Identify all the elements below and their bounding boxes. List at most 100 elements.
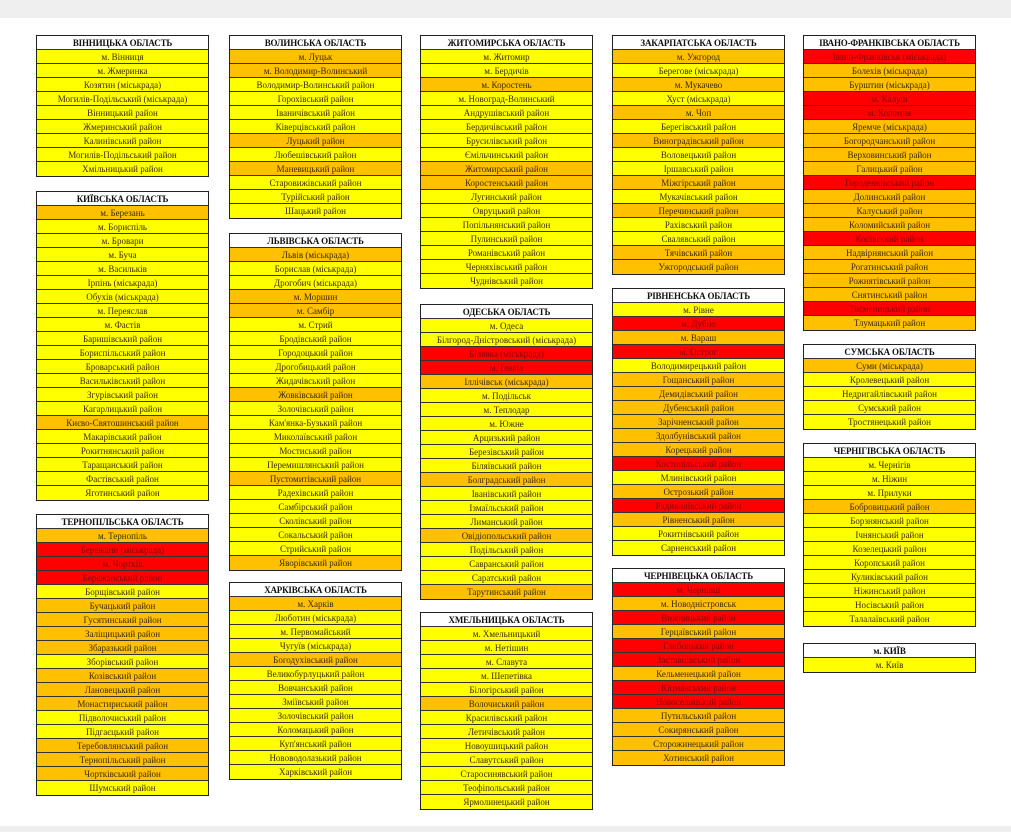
district-row: Перемишлянський район	[230, 458, 401, 472]
district-row: Зарічненський район	[613, 415, 784, 429]
district-row: м. Мукачево	[613, 78, 784, 92]
district-row: Рокитнянський район	[37, 444, 208, 458]
region-header: ТЕРНОПІЛЬСЬКА ОБЛАСТЬ	[37, 515, 208, 529]
district-row: Корецький район	[613, 443, 784, 457]
district-row: Ківерцівський район	[230, 120, 401, 134]
district-row: Брусилівський район	[421, 134, 592, 148]
region-header: ХАРКІВСЬКА ОБЛАСТЬ	[230, 583, 401, 597]
district-row: м. Тернопіль	[37, 529, 208, 543]
district-row: Великобурлуцький район	[230, 667, 401, 681]
district-row: Глибоцький район	[613, 639, 784, 653]
district-row: Ніжинський район	[804, 584, 975, 598]
district-row: Богородчанський район	[804, 134, 975, 148]
region-table: ЧЕРНІГІВСЬКА ОБЛАСТЬ м. Чернігів м. Ніжин м…	[803, 443, 976, 627]
district-row: Житомирський район	[421, 162, 592, 176]
district-row: м. Вараш	[613, 331, 784, 345]
district-row: Сокальський район	[230, 528, 401, 542]
district-row: Носівський район	[804, 598, 975, 612]
district-row: м. Київ	[804, 658, 975, 672]
district-row: Костопільський район	[613, 457, 784, 471]
district-row: м. Васильків	[37, 262, 208, 276]
district-row: Баришівський район	[37, 332, 208, 346]
region-header: ОДЕСЬКА ОБЛАСТЬ	[421, 305, 592, 319]
district-row: м. Жмеринка	[37, 64, 208, 78]
district-row: м. Новодністровськ	[613, 597, 784, 611]
region-table: ВІННИЦЬКА ОБЛАСТЬ м. Вінниця м. Жмеринка Ко…	[36, 35, 209, 177]
district-row: Перечинський район	[613, 204, 784, 218]
district-row: Золочівський район	[230, 402, 401, 416]
district-row: Лановецький район	[37, 683, 208, 697]
district-row: Ічнянський район	[804, 528, 975, 542]
district-row: Волочиський район	[421, 697, 592, 711]
district-row: Ірпінь (міськрада)	[37, 276, 208, 290]
district-row: Таращанський район	[37, 458, 208, 472]
district-row: Талалаївський район	[804, 612, 975, 626]
district-row: Путильський район	[613, 709, 784, 723]
district-row: Тарутинський район	[421, 585, 592, 599]
district-row: Герцаївський район	[613, 625, 784, 639]
district-row: Білгород-Дністровський (міськрада)	[421, 333, 592, 347]
district-row: Борзнянський район	[804, 514, 975, 528]
district-row: Білявка (міськрада)	[421, 347, 592, 361]
district-row: Кам'янка-Бузький район	[230, 416, 401, 430]
district-row: м. Самбір	[230, 304, 401, 318]
region-table: ХАРКІВСЬКА ОБЛАСТЬ м. Харків Люботин (місь…	[229, 582, 402, 780]
district-row: Гощанський район	[613, 373, 784, 387]
district-row: Тростянецький район	[804, 415, 975, 429]
district-row: Жовківський район	[230, 388, 401, 402]
district-row: Івано-Франківськ (міськрада)	[804, 50, 975, 64]
district-row: Згурівський район	[37, 388, 208, 402]
region-table: ЗАКАРПАТСЬКА ОБЛАСТЬ м. Ужгород Берегове (…	[612, 35, 785, 275]
district-row: Демидівський район	[613, 387, 784, 401]
district-row: Теребовлянський район	[37, 739, 208, 753]
region-table: ХМЕЛЬНИЦЬКА ОБЛАСТЬ м. Хмельницький м. Нет…	[420, 612, 593, 810]
district-row: Макарівський район	[37, 430, 208, 444]
district-row: м. Стрий	[230, 318, 401, 332]
district-row: Свалявський район	[613, 232, 784, 246]
district-row: м. Буча	[37, 248, 208, 262]
district-row: Болехів (міськрада)	[804, 64, 975, 78]
district-row: Попільнянський район	[421, 218, 592, 232]
district-row: Берегове (міськрада)	[613, 64, 784, 78]
district-row: Бережанський район	[37, 571, 208, 585]
district-row: Острозький район	[613, 485, 784, 499]
district-row: Бережани (міськрада)	[37, 543, 208, 557]
region-header: ЧЕРНІВЕЦЬКА ОБЛАСТЬ	[613, 569, 784, 583]
district-row: Тячівський район	[613, 246, 784, 260]
district-row: Білогірський район	[421, 683, 592, 697]
district-row: Рогатинський район	[804, 260, 975, 274]
district-row: Городенківський район	[804, 176, 975, 190]
district-row: Стрийський район	[230, 542, 401, 556]
district-row: Вижницький район	[613, 611, 784, 625]
district-row: Дрогобицький район	[230, 360, 401, 374]
district-row: Старовижівський район	[230, 176, 401, 190]
region-table: КИЇВСЬКА ОБЛАСТЬ м. Березань м. Бориспіль м…	[36, 191, 209, 501]
district-row: м. Подільськ	[421, 389, 592, 403]
district-row: Гусятинський район	[37, 613, 208, 627]
district-row: Коломийський район	[804, 218, 975, 232]
district-row: Чортківський район	[37, 767, 208, 781]
district-row: Здолбунівський район	[613, 429, 784, 443]
region-table: СУМСЬКА ОБЛАСТЬ Суми (міськрада) Кролевець…	[803, 344, 976, 430]
district-row: Чугуїв (міськрада)	[230, 639, 401, 653]
region-header: ЛЬВІВСЬКА ОБЛАСТЬ	[230, 234, 401, 248]
district-row: м. Харків	[230, 597, 401, 611]
district-row: Пустомитівський район	[230, 472, 401, 486]
district-row: Болградський район	[421, 473, 592, 487]
region-table: ЛЬВІВСЬКА ОБЛАСТЬ Львів (міськрада) Борисл…	[229, 233, 402, 571]
district-row: м. Фастів	[37, 318, 208, 332]
district-row: Володимир-Волинський район	[230, 78, 401, 92]
region-table: ІВАНО-ФРАНКІВСЬКА ОБЛАСТЬ Івано-Франківсь…	[803, 35, 976, 331]
district-row: Богодухівський район	[230, 653, 401, 667]
district-row: м. Ізмаїл	[421, 361, 592, 375]
district-row: Овідіопольський район	[421, 529, 592, 543]
district-row: Бобровицький район	[804, 500, 975, 514]
district-row: м. Рівне	[613, 303, 784, 317]
district-row: Могилів-Подільський (міськрада)	[37, 92, 208, 106]
district-row: Міжгірський район	[613, 176, 784, 190]
region-header: ІВАНО-ФРАНКІВСЬКА ОБЛАСТЬ	[804, 36, 975, 50]
district-row: Пулинський район	[421, 232, 592, 246]
district-row: Калинівський район	[37, 134, 208, 148]
district-row: Львів (міськрада)	[230, 248, 401, 262]
district-row: Коростенський район	[421, 176, 592, 190]
